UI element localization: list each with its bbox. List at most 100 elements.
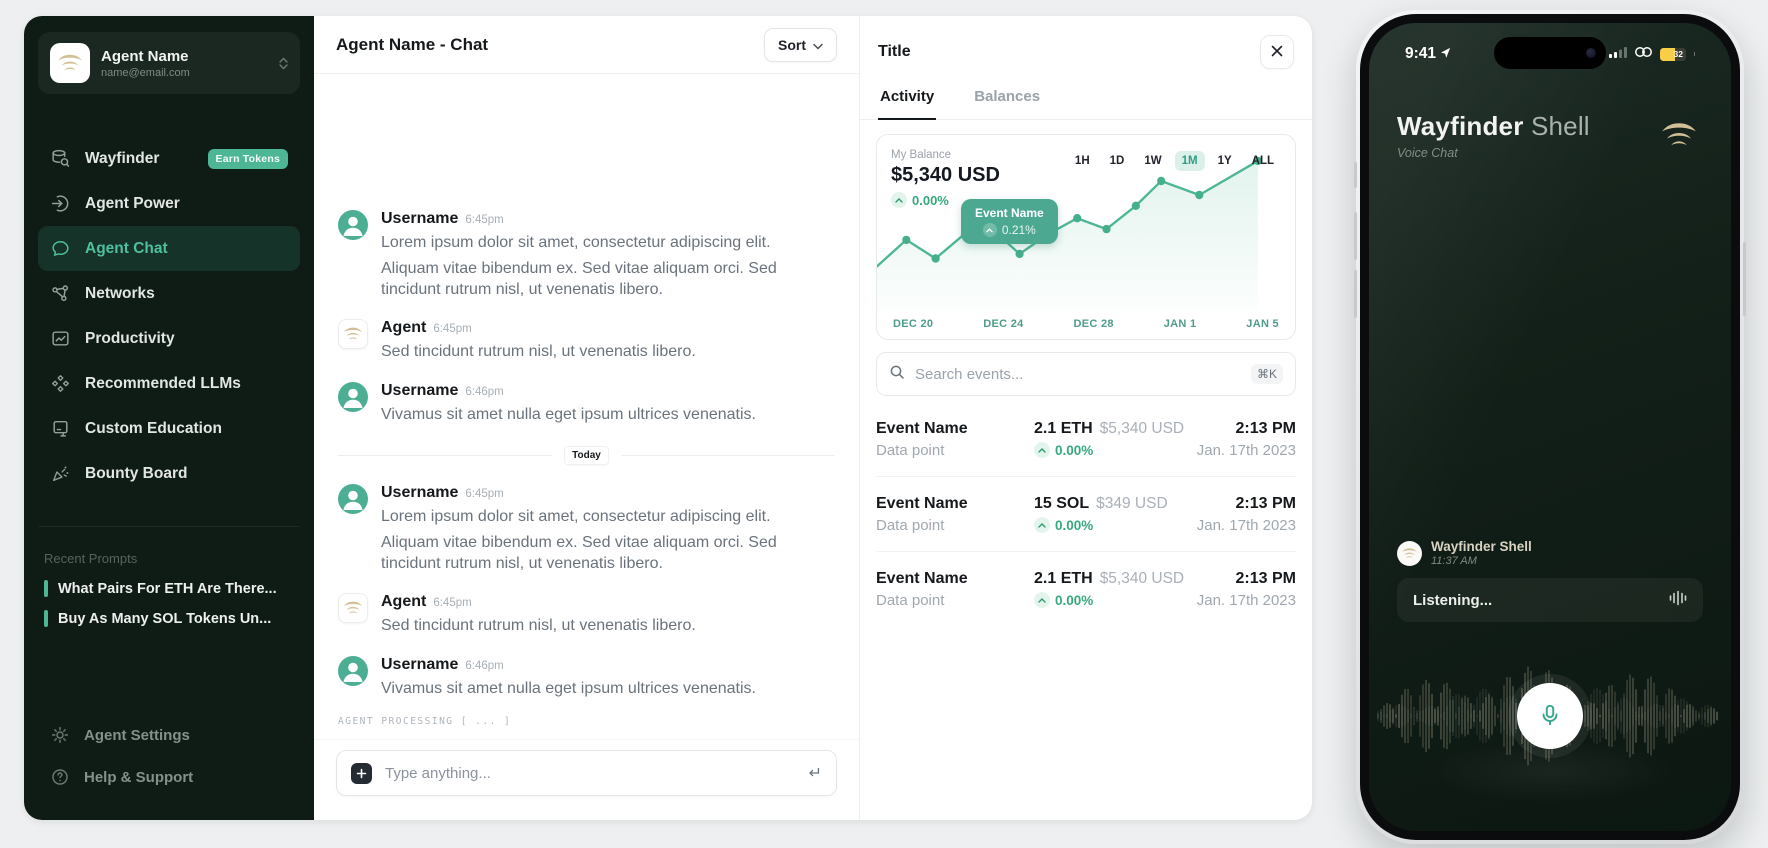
phone-app-title: Wayfinder Shell — [1397, 111, 1590, 142]
sidebar-item-label: Agent Settings — [84, 726, 190, 744]
x-tick: JAN 5 — [1246, 318, 1279, 330]
sort-button[interactable]: Sort — [764, 27, 837, 62]
message-author: Username — [381, 484, 459, 502]
sidebar-item-help-support[interactable]: Help & Support — [38, 756, 300, 798]
shell-avatar — [1397, 540, 1422, 566]
chart-header: My Balance $5,340 USD 0.00% 1H 1D 1W 1M … — [877, 135, 1295, 208]
agent-avatar — [338, 319, 368, 350]
arrow-up-circle-icon — [982, 223, 997, 237]
location-arrow-icon — [1440, 45, 1451, 63]
chart-window-icon — [50, 328, 71, 349]
wayfinder-logo-icon — [1653, 111, 1705, 164]
arrow-up-circle-icon — [1034, 592, 1050, 608]
sidebar-item-recommended-llms[interactable]: Recommended LLMs — [38, 361, 300, 406]
sidebar-item-agent-settings[interactable]: Agent Settings — [38, 714, 300, 756]
sidebar-item-agent-power[interactable]: Agent Power — [38, 181, 300, 226]
sidebar-item-label: Networks — [85, 284, 155, 302]
microphone-button[interactable] — [1517, 683, 1583, 749]
chat-input[interactable] — [385, 764, 796, 782]
app-title-secondary: Shell — [1530, 111, 1590, 141]
chart-tooltip: Event Name 0.21% — [961, 199, 1058, 244]
range-1y[interactable]: 1Y — [1217, 155, 1232, 167]
sidebar-item-productivity[interactable]: Productivity — [38, 316, 300, 361]
arrow-up-circle-icon — [1034, 442, 1050, 458]
agent-avatar — [338, 593, 368, 624]
message-time: 6:45pm — [465, 214, 504, 227]
arrow-up-circle-icon — [891, 192, 907, 208]
event-name: Event Name — [876, 570, 968, 587]
event-time: 2:13 PM — [1235, 420, 1296, 437]
agent-avatar — [50, 43, 90, 83]
x-tick: DEC 20 — [893, 318, 934, 330]
sidebar-item-agent-chat[interactable]: Agent Chat — [38, 226, 300, 271]
range-1d[interactable]: 1D — [1109, 155, 1125, 167]
account-switcher[interactable]: Agent Name name@email.com — [38, 32, 300, 94]
sidebar: Agent Name name@email.com Wayfinder Earn — [24, 16, 314, 820]
tab-activity[interactable]: Activity — [878, 77, 937, 120]
app-title-primary: Wayfinder — [1397, 111, 1524, 141]
balance-value: $5,340 USD — [891, 164, 1000, 186]
balance-summary: My Balance $5,340 USD 0.00% — [891, 149, 1000, 208]
range-1w[interactable]: 1W — [1144, 155, 1162, 167]
app-window: Agent Name name@email.com Wayfinder Earn — [24, 16, 1312, 820]
sidebar-item-label: Wayfinder — [85, 149, 160, 167]
event-row[interactable]: Event Name Data point 2.1 ETH $5,340 USD… — [876, 402, 1296, 477]
agent-processing-status: AGENT PROCESSING [ ... ] — [338, 716, 512, 727]
battery-cap — [1693, 52, 1695, 56]
sidebar-item-custom-education[interactable]: Custom Education — [38, 406, 300, 451]
keyboard-shortcut-badge: ⌘K — [1250, 364, 1283, 384]
sidebar-item-label: Custom Education — [85, 419, 222, 437]
sidebar-item-bounty-board[interactable]: Bounty Board — [38, 451, 300, 496]
range-all[interactable]: ALL — [1251, 155, 1274, 167]
recent-prompt-item[interactable]: Buy As Many SOL Tokens Un... — [44, 610, 294, 627]
chat-message: Username 6:45pm Lorem ipsum dolor sit am… — [338, 484, 835, 574]
event-row[interactable]: Event Name Data point 15 SOL $349 USD 0.… — [876, 477, 1296, 552]
help-circle-icon — [50, 767, 70, 787]
date-divider-label: Today — [564, 446, 609, 466]
event-usd-value: $349 USD — [1096, 495, 1168, 512]
sidebar-item-wayfinder[interactable]: Wayfinder Earn Tokens — [38, 136, 300, 181]
close-button[interactable] — [1260, 35, 1294, 69]
event-search-input[interactable] — [915, 365, 1241, 383]
panel-tabs: Activity Balances — [860, 77, 1312, 120]
prompt-text: Buy As Many SOL Tokens Un... — [58, 610, 272, 627]
phone-power-button — [1743, 242, 1746, 316]
sort-label: Sort — [778, 36, 806, 53]
sidebar-item-label: Agent Chat — [85, 239, 168, 257]
event-time: 2:13 PM — [1235, 570, 1296, 587]
waveform-bars-icon — [1669, 590, 1687, 611]
message-time: 6:45pm — [433, 597, 472, 610]
profile-name: Agent Name — [101, 47, 189, 65]
earn-tokens-badge: Earn Tokens — [207, 148, 288, 169]
tooltip-change: 0.21% — [975, 223, 1044, 237]
chat-bubble-icon — [50, 238, 71, 259]
phone-app-header: Wayfinder Shell Voice Chat — [1397, 111, 1705, 164]
recent-prompt-item[interactable]: What Pairs For ETH Are There... — [44, 580, 294, 597]
sidebar-item-networks[interactable]: Networks — [38, 271, 300, 316]
arrow-up-circle-icon — [1034, 517, 1050, 533]
chat-message: Username 6:46pm Vivamus sit amet nulla e… — [338, 382, 835, 426]
listening-bubble: Listening... — [1397, 578, 1703, 622]
range-1h[interactable]: 1H — [1074, 155, 1090, 167]
message-list: Username 6:45pm Lorem ipsum dolor sit am… — [314, 74, 859, 739]
close-icon — [1271, 45, 1283, 60]
range-1m[interactable]: 1M — [1174, 151, 1205, 171]
event-date: Jan. 17th 2023 — [1196, 517, 1296, 534]
add-attachment-icon[interactable] — [351, 762, 372, 784]
phone-app-subtitle: Voice Chat — [1397, 146, 1458, 160]
search-icon — [889, 364, 905, 385]
database-search-icon — [50, 148, 71, 169]
event-row[interactable]: Event Name Data point 2.1 ETH $5,340 USD… — [876, 552, 1296, 626]
message-author: Username — [381, 656, 459, 674]
date-divider: Today — [338, 446, 835, 466]
event-subtitle: Data point — [876, 517, 945, 534]
time-range-selector: 1H 1D 1W 1M 1Y ALL — [1068, 151, 1281, 171]
event-usd-value: $5,340 USD — [1099, 420, 1185, 437]
sidebar-nav: Wayfinder Earn Tokens Agent Power Agent … — [24, 136, 314, 496]
tab-balances[interactable]: Balances — [974, 88, 1041, 105]
hotspot-link-icon — [1634, 45, 1653, 63]
balance-label: My Balance — [891, 149, 952, 161]
message-text: Vivamus sit amet nulla eget ipsum ultric… — [381, 406, 756, 424]
microphone-icon — [1537, 702, 1563, 731]
event-list: Event Name Data point 2.1 ETH $5,340 USD… — [876, 402, 1296, 626]
